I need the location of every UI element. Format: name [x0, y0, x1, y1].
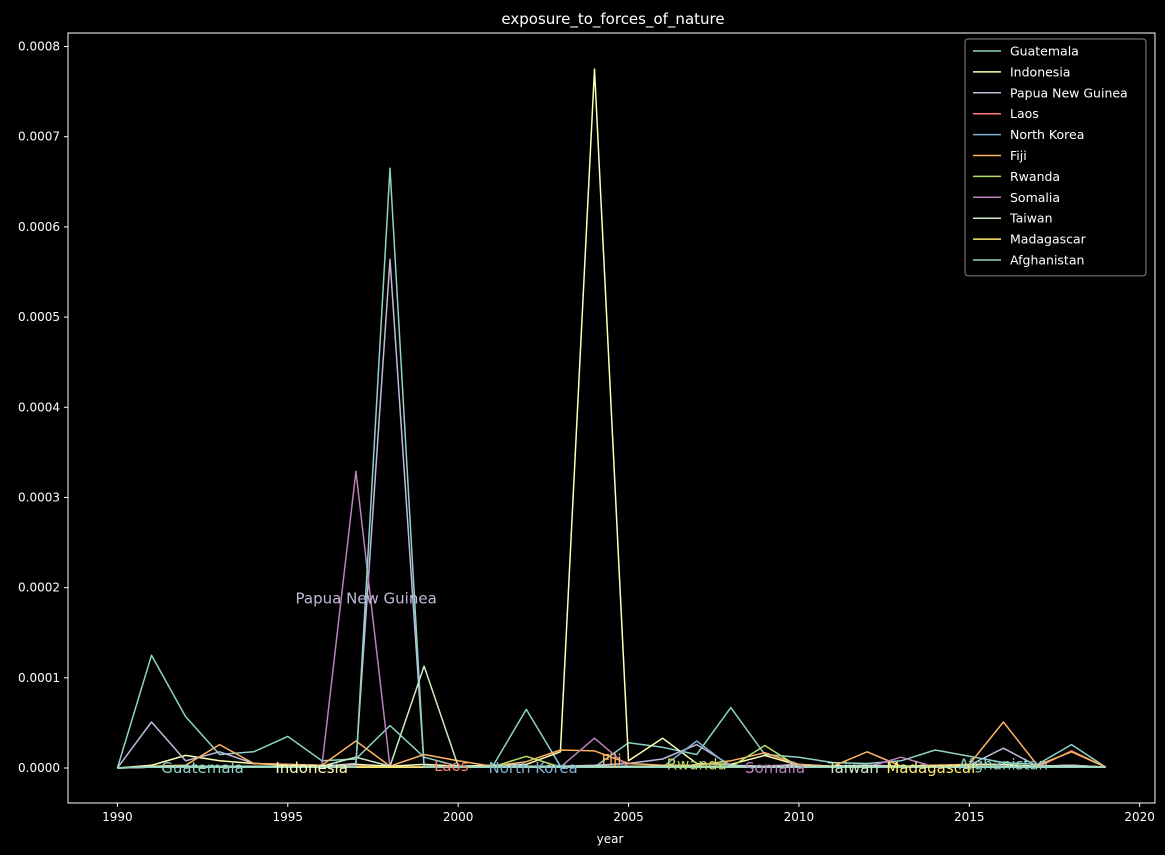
annotation-label: Indonesia: [275, 759, 348, 777]
annotation-label: Madagascar: [886, 759, 978, 777]
y-tick-label: 0.0004: [18, 400, 60, 414]
x-tick-label: 1995: [273, 810, 304, 824]
x-tick-label: 2015: [954, 810, 985, 824]
legend-entry: North Korea: [1010, 127, 1084, 142]
annotation-label: Papua New Guinea: [296, 589, 437, 607]
series-line-taiwan: [117, 665, 1106, 769]
y-tick-label: 0.0000: [18, 761, 60, 775]
legend-entry: Papua New Guinea: [1010, 85, 1128, 100]
y-tick-label: 0.0005: [18, 310, 60, 324]
y-tick-label: 0.0007: [18, 130, 60, 144]
y-tick-label: 0.0003: [18, 490, 60, 504]
series-line-fiji: [117, 721, 1106, 769]
y-tick-label: 0.0008: [18, 40, 60, 54]
annotation-label: North Korea: [489, 759, 578, 777]
legend: Guatemala Indonesia Papua New Guinea Laos No…: [964, 38, 1147, 277]
x-tick-label: 2020: [1124, 810, 1155, 824]
legend-entry: Madagascar: [1010, 232, 1087, 247]
legend-entry: Afghanistan: [1010, 253, 1084, 268]
legend-entry: Somalia: [1010, 190, 1060, 205]
annotation-label: Afghanistan: [959, 755, 1048, 773]
y-tick-label: 0.0006: [18, 220, 60, 234]
series-line-indonesia: [117, 68, 1106, 769]
annotation-label: Taiwan: [827, 759, 879, 777]
legend-entry: Laos: [1010, 106, 1039, 121]
annotations: Guatemala Indonesia Papua New Guinea Laos No…: [161, 589, 1048, 777]
annotation-label: Somalia: [745, 759, 805, 777]
series-line-somalia: [117, 470, 1106, 769]
legend-box: [964, 38, 1147, 277]
x-tick-label: 2010: [784, 810, 815, 824]
annotation-label: Fiji: [601, 751, 621, 769]
annotation-label: Laos: [434, 757, 469, 775]
annotation-label: Guatemala: [161, 759, 244, 777]
x-tick-label: 2000: [443, 810, 474, 824]
x-tick-label: 2005: [613, 810, 644, 824]
legend-entry: Rwanda: [1010, 169, 1060, 184]
x-tick-label: 1990: [102, 810, 133, 824]
series-line-guatemala: [116, 654, 1107, 769]
y-tick-label: 0.0002: [18, 581, 60, 595]
x-axis-label: year: [597, 832, 624, 846]
y-tick-label: 0.0001: [18, 671, 60, 685]
annotation-label: Rwanda: [667, 755, 727, 773]
series-lines: [116, 68, 1107, 769]
legend-entry: Fiji: [1010, 148, 1027, 163]
series-line-afghanistan: [117, 167, 1106, 769]
legend-entry: Guatemala: [1010, 44, 1079, 59]
plot-frame: [67, 32, 1156, 804]
legend-entry: Taiwan: [1009, 211, 1053, 226]
legend-entry: Indonesia: [1010, 64, 1070, 79]
chart-title: exposure_to_forces_of_nature: [501, 10, 724, 29]
series-line-papua-new-guinea: [116, 258, 1106, 769]
